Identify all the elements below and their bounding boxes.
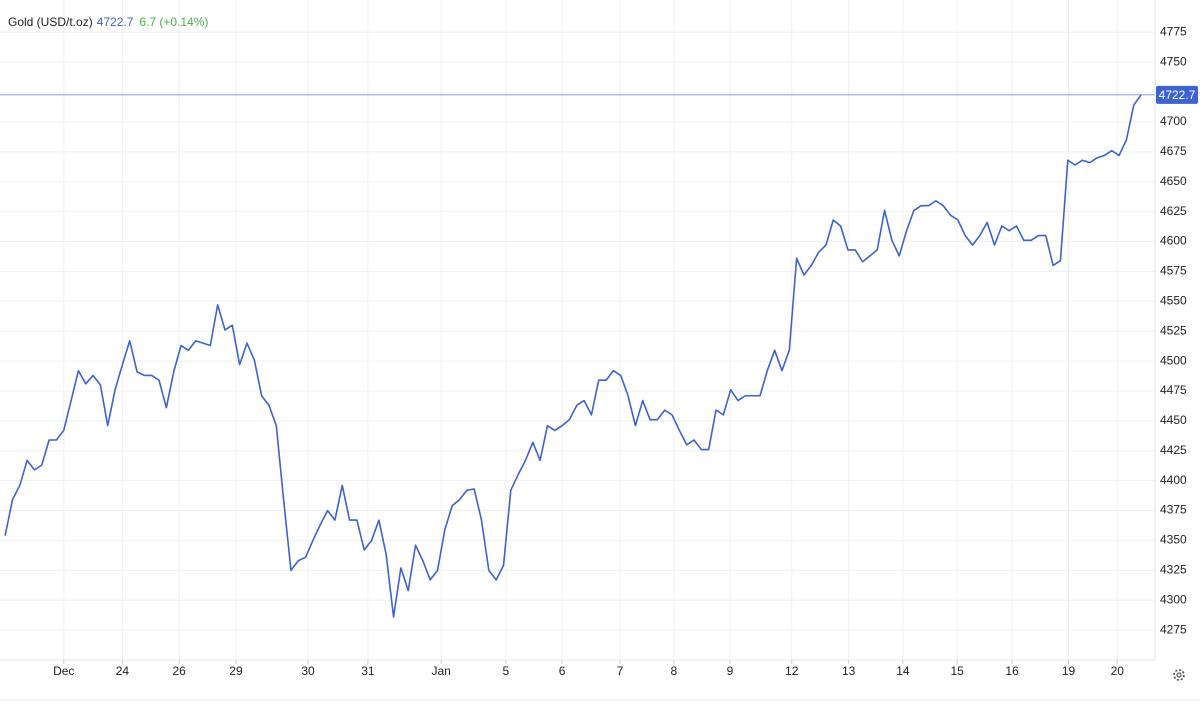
chart-title: Gold (USD/t.oz) bbox=[8, 15, 93, 29]
x-tick-label: Jan bbox=[432, 664, 451, 678]
header-change: 6.7 (+0.14%) bbox=[139, 15, 208, 29]
x-tick-label: 20 bbox=[1111, 664, 1125, 678]
x-tick-label: 7 bbox=[617, 664, 624, 678]
x-tick-label: Dec bbox=[53, 664, 74, 678]
plot bbox=[0, 94, 1155, 618]
x-tick-label: 16 bbox=[1005, 664, 1019, 678]
x-tick-label: 9 bbox=[727, 664, 734, 678]
x-tick-label: 8 bbox=[671, 664, 678, 678]
y-tick-label: 4300 bbox=[1160, 592, 1187, 606]
x-tick-label: 12 bbox=[785, 664, 799, 678]
y-tick-label: 4275 bbox=[1160, 622, 1187, 636]
x-tick-label: 30 bbox=[301, 664, 315, 678]
y-tick-label: 4700 bbox=[1160, 114, 1187, 128]
y-tick-label: 4750 bbox=[1160, 54, 1187, 68]
y-tick-label: 4500 bbox=[1160, 353, 1187, 367]
price-line bbox=[4, 94, 1142, 618]
x-tick-label: 6 bbox=[559, 664, 566, 678]
last-price-badge bbox=[1156, 85, 1198, 104]
header-price: 4722.7 bbox=[97, 15, 134, 29]
x-tick-label: 31 bbox=[361, 664, 375, 678]
y-tick-label: 4600 bbox=[1160, 234, 1187, 248]
y-tick-label: 4775 bbox=[1160, 24, 1187, 38]
x-tick-label: 13 bbox=[842, 664, 856, 678]
x-tick-label: 26 bbox=[173, 664, 187, 678]
y-tick-label: 4425 bbox=[1160, 443, 1187, 457]
y-tick-label: 4450 bbox=[1160, 413, 1187, 427]
y-tick-label: 4650 bbox=[1160, 174, 1187, 188]
y-tick-label: 4400 bbox=[1160, 473, 1187, 487]
y-tick-label: 4675 bbox=[1160, 144, 1187, 158]
y-tick-label: 4475 bbox=[1160, 383, 1187, 397]
y-tick-label: 4625 bbox=[1160, 204, 1187, 218]
y-tick-label: 4350 bbox=[1160, 533, 1187, 547]
grid bbox=[0, 0, 1155, 660]
x-tick-label: 29 bbox=[229, 664, 243, 678]
y-tick-label: 4575 bbox=[1160, 264, 1187, 278]
y-tick-label: 4525 bbox=[1160, 323, 1187, 337]
x-tick-label: 19 bbox=[1062, 664, 1076, 678]
y-tick-label: 4550 bbox=[1160, 293, 1187, 307]
last-price-label: 4722.7 bbox=[1159, 88, 1196, 102]
x-tick-label: 5 bbox=[503, 664, 510, 678]
x-tick-label: 15 bbox=[950, 664, 964, 678]
x-tick-label: 14 bbox=[896, 664, 910, 678]
x-tick-label: 24 bbox=[116, 664, 130, 678]
y-tick-label: 4325 bbox=[1160, 562, 1187, 576]
settings-icon[interactable] bbox=[1173, 669, 1185, 681]
y-tick-label: 4375 bbox=[1160, 503, 1187, 517]
